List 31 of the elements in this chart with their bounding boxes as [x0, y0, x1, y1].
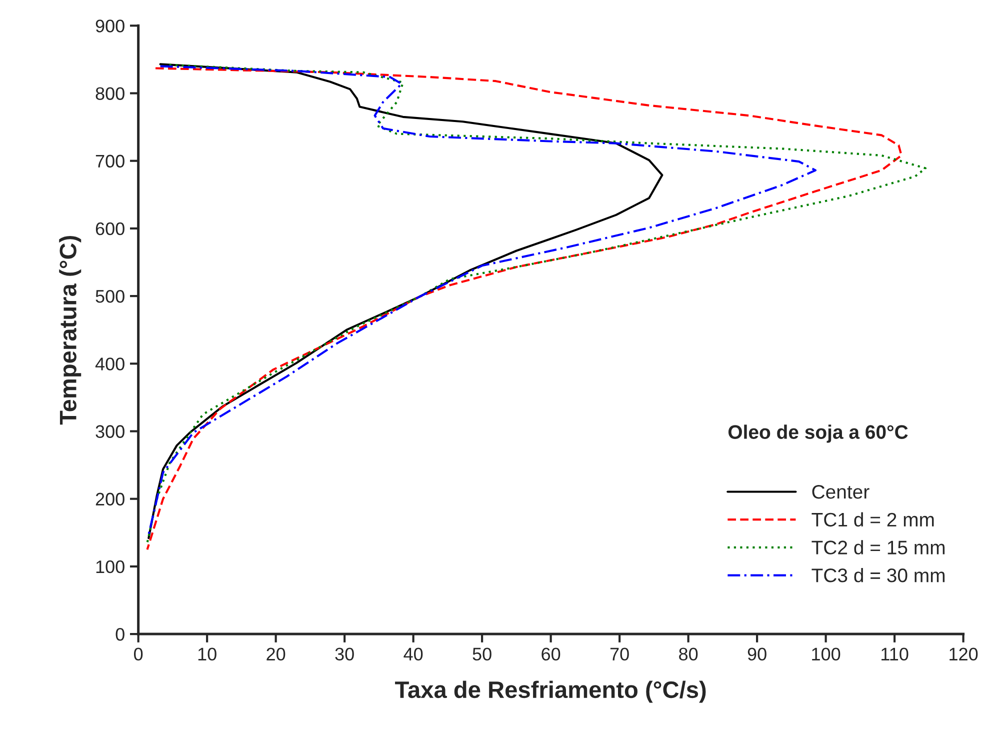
y-tick-label: 100 [96, 560, 124, 574]
x-tick-label: 90 [748, 648, 766, 660]
x-tick-label: 120 [950, 648, 978, 660]
y-tick-label: 800 [96, 87, 124, 100]
y-tick-label: 400 [95, 358, 124, 370]
x-tick-label: 50 [472, 648, 492, 660]
x-tick-label: 110 [882, 648, 908, 660]
y-tick-label: 600 [96, 222, 124, 236]
x-tick-label: 80 [679, 648, 698, 660]
y-tick-label: 0 [116, 628, 124, 641]
x-tick-label: 0 [134, 648, 143, 660]
x-tick-label: 100 [812, 648, 840, 660]
x-axis-title: Taxa de Resfriamento (°C/s) [395, 680, 706, 703]
legend-label: TC1 d = 2 mm [812, 512, 934, 527]
x-tick-label: 70 [610, 648, 629, 660]
legend-label: Center [812, 484, 870, 499]
legend-title: Oleo de soja a 60°C [728, 424, 908, 443]
y-tick-label: 200 [96, 492, 124, 506]
y-axis-title: Temperatura (°C) [59, 236, 82, 425]
x-tick-label: 30 [335, 648, 354, 660]
legend-label: TC2 d = 15 mm [812, 540, 945, 554]
x-tick-label: 60 [542, 648, 560, 660]
y-tick-label: 500 [96, 290, 124, 303]
x-tick-label: 20 [266, 648, 286, 660]
y-tick-label: 700 [96, 154, 124, 168]
x-tick-label: 10 [198, 648, 216, 660]
legend-label: TC3 d = 30 mm [812, 568, 945, 582]
line-series [148, 63, 664, 540]
y-tick-label: 900 [96, 20, 124, 32]
x-tick-label: 40 [404, 648, 423, 660]
y-tick-label: 300 [96, 425, 124, 438]
